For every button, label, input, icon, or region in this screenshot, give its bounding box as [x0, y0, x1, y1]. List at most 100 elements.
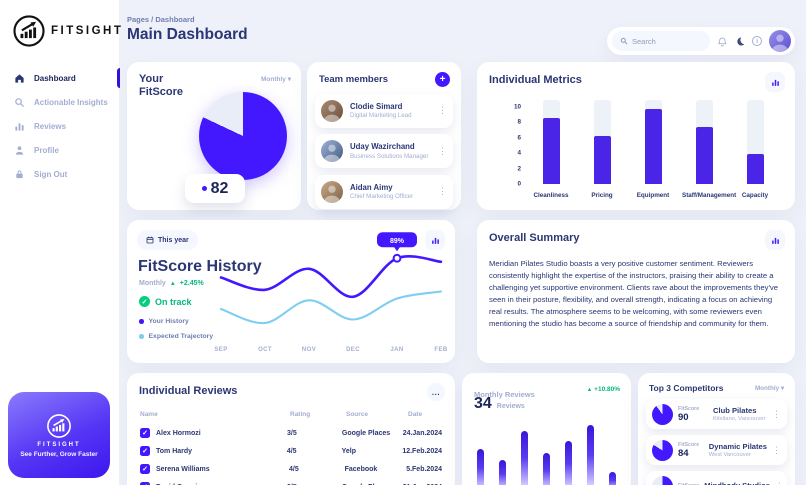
team-member-row: Aidan Aimy Chief Marketing Officer ⋮ [315, 174, 453, 209]
checkbox-checked[interactable]: ✓ [140, 464, 150, 474]
review-rating: 3/5 [287, 484, 342, 485]
search-box[interactable] [612, 31, 710, 51]
competitor-location: West Vancouver [708, 452, 751, 458]
competitor-name: Dynamic Pilates [708, 442, 767, 451]
review-rating: 4/5 [286, 447, 297, 455]
member-info: Clodie Simard Digital Marketing Lead [350, 102, 412, 120]
metric-bar [542, 117, 560, 184]
review-name: ✓ Tom Hardy [140, 446, 287, 456]
promo-card: FITSIGHT See Further, Grow Faster [8, 392, 110, 478]
add-member-button[interactable]: + [435, 72, 450, 87]
reviews-count: 34 [474, 395, 492, 412]
sidebar-item-sign-out[interactable]: Sign Out [0, 162, 120, 186]
member-menu-icon[interactable]: ⋮ [438, 145, 447, 156]
checkbox-checked[interactable]: ✓ [140, 446, 150, 456]
member-role: Business Solutions Manager [350, 152, 429, 160]
search-icon [620, 37, 628, 45]
review-date: 24.Jan.2024 [402, 429, 442, 437]
legend-dot-blue [139, 334, 144, 339]
promo-brand: FITSIGHT [37, 441, 81, 448]
metric-bar [644, 108, 662, 184]
metrics-x-labels: Cleanliness Pricing Equipment Staff/Managem… [529, 192, 777, 199]
fitscore-card: Your FitScore Monthly ▾ 82 [127, 62, 301, 210]
member-avatar [321, 180, 343, 203]
y-tick: 6 [517, 134, 521, 142]
member-menu-icon[interactable]: ⋮ [438, 105, 447, 115]
member-role: Digital Marketing Lead [350, 112, 412, 120]
reviews-card: Individual Reviews ... Name Rating Sourc… [127, 373, 455, 485]
review-date: 12.Feb.2024 [402, 447, 443, 455]
y-tick: 8 [517, 118, 521, 126]
sidebar: FITSIGHT Dashboard Actionable Insights Rev… [0, 0, 121, 485]
metric-bar [695, 127, 713, 184]
search-icon [14, 97, 25, 108]
monthly-bar [587, 425, 594, 485]
competitor-menu-icon[interactable]: ⋮ [775, 481, 784, 485]
competitor-score: FitScore [678, 483, 699, 485]
table-row: ✓ Serena Williams 4/5 Facebook 5.Feb.2024 [140, 460, 442, 478]
x-tick: OCT [258, 347, 272, 353]
sidebar-item-actionable-insights[interactable]: Actionable Insights [0, 90, 120, 114]
metric-bar-track [644, 100, 662, 184]
table-row: ✓ Alex Hormozi 3/5 Google Places 24.Jan.2024 [140, 424, 442, 442]
monthly-delta: ▲ +10.80% [586, 386, 620, 393]
member-name: Clodie Simard [350, 101, 403, 111]
review-rating: 4/5 [288, 465, 299, 473]
this-year-button[interactable]: This year [137, 230, 198, 250]
metric-bar-track [695, 100, 713, 184]
history-title: FitScore History [138, 258, 262, 275]
more-options-button[interactable]: ... [427, 383, 445, 401]
metric-bar [593, 135, 611, 184]
chevron-down-icon: ▾ [780, 384, 784, 392]
metric-label: Pricing [591, 192, 613, 199]
member-menu-icon[interactable]: ⋮ [438, 186, 447, 196]
reviews-unit: Reviews [496, 403, 525, 410]
bell-icon[interactable] [717, 36, 728, 47]
history-period[interactable]: Monthly [139, 280, 166, 287]
sidebar-item-dashboard[interactable]: Dashboard [0, 66, 120, 90]
breadcrumb[interactable]: Pages / Dashboard [127, 15, 195, 24]
x-tick: DEC [346, 347, 360, 353]
fitscore-period-dropdown[interactable]: Monthly ▾ [261, 76, 291, 83]
competitor-menu-icon[interactable]: ⋮ [772, 408, 781, 419]
chart-icon-button[interactable] [765, 230, 785, 250]
checkbox-checked[interactable]: ✓ [140, 428, 150, 438]
score-dot [201, 186, 207, 191]
col-source: Source [346, 410, 369, 418]
svg-text:89%: 89% [390, 238, 405, 245]
chart-icon-button[interactable] [765, 72, 785, 92]
col-rating: Rating [290, 410, 311, 418]
sidebar-item-profile[interactable]: Profile [0, 138, 120, 162]
search-input[interactable] [632, 36, 702, 46]
member-avatar [321, 140, 343, 162]
summary-text: Meridian Pilates Studio boasts a very po… [489, 259, 779, 329]
sidebar-item-reviews[interactable]: Reviews [0, 114, 120, 138]
home-icon [14, 73, 25, 84]
competitors-title: Top 3 Competitors [649, 383, 724, 393]
metric-bar-group [682, 100, 726, 184]
y-tick: 0 [517, 180, 521, 188]
history-card: This year FitScore History Monthly ▲ +2.… [127, 220, 455, 363]
history-legend: Your History Expected Trajectory [139, 318, 213, 348]
member-name: Aidan Aimy [350, 182, 393, 192]
competitor-menu-icon[interactable]: ⋮ [772, 444, 781, 455]
metric-bar-group [733, 100, 777, 184]
active-indicator [117, 68, 120, 88]
review-name-text: Alex Hormozi [156, 429, 201, 437]
info-icon[interactable]: i [752, 36, 763, 46]
x-tick: FEB [434, 347, 448, 353]
history-delta: +2.45% [179, 280, 204, 287]
competitor-pie [652, 403, 673, 425]
chart-icon-button[interactable] [425, 230, 445, 250]
competitors-period-dropdown[interactable]: Monthly ▾ [754, 384, 784, 392]
fitscore-value: 84 [678, 447, 689, 459]
dark-mode-moon-icon[interactable] [735, 36, 746, 47]
user-avatar[interactable] [769, 30, 792, 52]
chart-tooltip: 89% [377, 232, 417, 263]
bars-icon [14, 121, 25, 132]
lock-icon [14, 169, 25, 180]
metric-bar-track [746, 100, 764, 184]
metrics-plot [529, 100, 777, 184]
summary-title: Overall Summary [489, 232, 580, 244]
